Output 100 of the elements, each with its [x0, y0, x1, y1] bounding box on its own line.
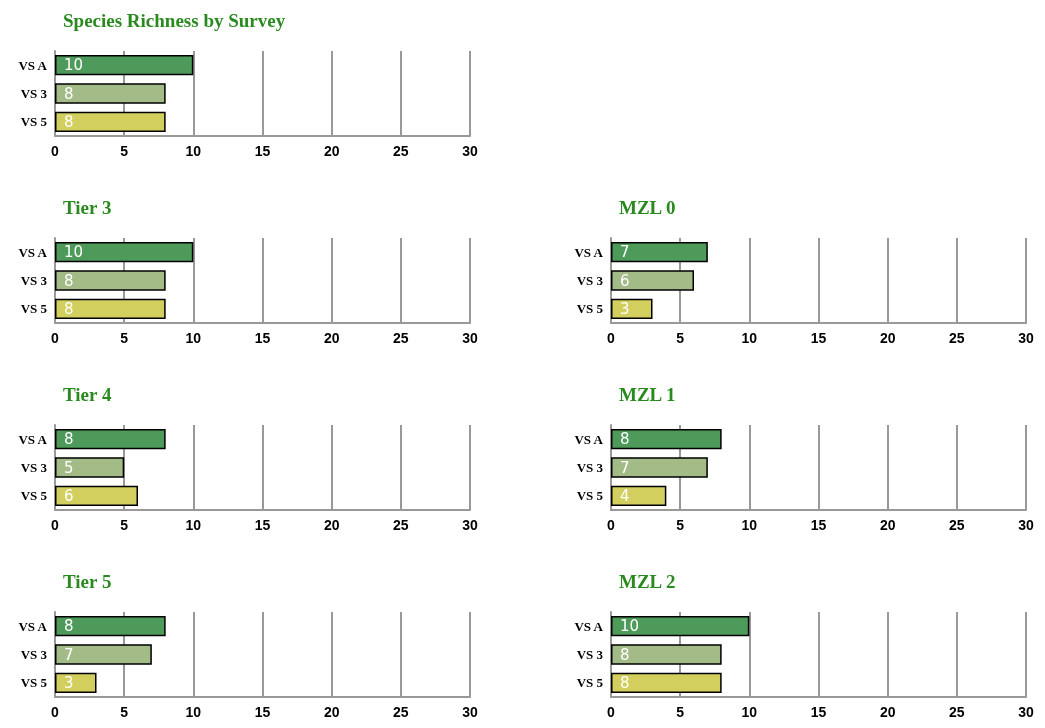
data-label: 8 — [64, 617, 74, 636]
x-tick-label: 0 — [51, 330, 60, 346]
x-tick-label: 20 — [323, 330, 340, 346]
x-tick-label: 5 — [120, 143, 129, 159]
chart-title: Tier 5 — [63, 571, 112, 592]
y-tick-label: VS A — [18, 618, 48, 634]
y-tick-label: VS 5 — [20, 675, 48, 691]
y-tick-label: VS 3 — [576, 460, 604, 475]
x-tick-label: 30 — [462, 704, 478, 720]
x-tick-label: 25 — [393, 330, 409, 346]
data-label: 7 — [64, 645, 74, 664]
data-label: 8 — [64, 112, 74, 131]
x-tick-label: 15 — [810, 517, 827, 533]
data-label: 3 — [64, 673, 74, 692]
x-tick-label: 15 — [254, 517, 271, 533]
data-label: 7 — [620, 243, 630, 262]
y-tick-label: VS 3 — [576, 647, 604, 662]
y-tick-label: VS 5 — [576, 675, 604, 691]
data-label: 8 — [64, 430, 74, 449]
x-tick-label: 15 — [254, 330, 271, 346]
x-tick-label: 5 — [120, 704, 129, 720]
x-tick-label: 10 — [185, 704, 202, 720]
x-tick-label: 5 — [120, 517, 129, 533]
x-tick-label: 30 — [1018, 704, 1034, 720]
x-tick-label: 10 — [741, 704, 758, 720]
x-tick-label: 5 — [676, 330, 685, 346]
x-tick-label: 20 — [879, 704, 896, 720]
x-tick-label: 30 — [1018, 517, 1034, 533]
x-tick-label: 30 — [462, 517, 478, 533]
data-label: 8 — [620, 645, 630, 664]
y-tick-label: VS A — [18, 57, 48, 73]
y-tick-label: VS A — [574, 431, 604, 447]
x-tick-label: 10 — [185, 143, 202, 159]
x-tick-label: 25 — [949, 330, 965, 346]
y-tick-label: VS 3 — [20, 647, 48, 662]
y-tick-label: VS 5 — [20, 301, 48, 317]
x-tick-label: 30 — [462, 143, 478, 159]
chart-title: MZL 1 — [619, 384, 676, 405]
chart-title: MZL 0 — [619, 197, 676, 218]
x-tick-label: 0 — [607, 517, 616, 533]
x-tick-label: 0 — [607, 704, 616, 720]
bar — [611, 270, 694, 291]
bar — [55, 644, 152, 665]
y-tick-label: VS 5 — [576, 488, 604, 504]
x-tick-label: 25 — [393, 517, 409, 533]
x-tick-label: 25 — [393, 704, 409, 720]
bar — [611, 428, 722, 450]
chart-title: Tier 4 — [63, 384, 112, 405]
data-label: 8 — [64, 84, 74, 103]
x-tick-label: 30 — [462, 330, 478, 346]
bar — [55, 672, 97, 694]
x-tick-label: 5 — [676, 704, 685, 720]
x-tick-label: 25 — [949, 517, 965, 533]
y-tick-label: VS A — [574, 618, 604, 634]
bar — [611, 457, 708, 478]
x-tick-label: 10 — [185, 330, 202, 346]
data-label: 8 — [64, 271, 74, 290]
x-tick-label: 10 — [741, 517, 758, 533]
data-label: 4 — [620, 486, 630, 505]
y-tick-label: VS A — [18, 431, 48, 447]
bar — [55, 615, 166, 637]
data-label: 7 — [620, 458, 630, 477]
x-tick-label: 15 — [254, 704, 271, 720]
x-tick-label: 10 — [185, 517, 202, 533]
bar — [55, 428, 166, 450]
bar — [55, 457, 125, 478]
x-tick-label: 20 — [323, 517, 340, 533]
y-tick-label: VS 5 — [20, 488, 48, 504]
data-label: 6 — [620, 271, 630, 290]
x-tick-label: 0 — [607, 330, 616, 346]
x-tick-label: 20 — [879, 330, 896, 346]
data-label: 10 — [64, 56, 84, 75]
y-tick-label: VS 5 — [576, 301, 604, 317]
x-tick-label: 5 — [676, 517, 685, 533]
bar — [611, 241, 708, 263]
bar — [55, 485, 138, 507]
bar — [611, 485, 667, 507]
x-tick-label: 15 — [810, 330, 827, 346]
chart-title: MZL 2 — [619, 571, 676, 592]
x-tick-label: 25 — [393, 143, 409, 159]
data-label: 8 — [620, 673, 630, 692]
x-tick-label: 20 — [879, 517, 896, 533]
bar — [611, 298, 653, 320]
y-tick-label: VS 3 — [20, 460, 48, 475]
x-tick-label: 0 — [51, 704, 60, 720]
x-tick-label: 25 — [949, 704, 965, 720]
y-tick-label: VS 3 — [576, 273, 604, 288]
chart-title: Tier 3 — [63, 197, 112, 218]
y-tick-label: VS A — [574, 244, 604, 260]
x-tick-label: 0 — [51, 143, 60, 159]
y-tick-label: VS A — [18, 244, 48, 260]
y-tick-label: VS 3 — [20, 273, 48, 288]
x-tick-label: 15 — [810, 704, 827, 720]
x-tick-label: 15 — [254, 143, 271, 159]
x-tick-label: 0 — [51, 517, 60, 533]
x-tick-label: 20 — [323, 143, 340, 159]
y-tick-label: VS 3 — [20, 86, 48, 101]
x-tick-label: 20 — [323, 704, 340, 720]
chart-title: Species Richness by Survey — [63, 10, 286, 31]
x-tick-label: 5 — [120, 330, 129, 346]
